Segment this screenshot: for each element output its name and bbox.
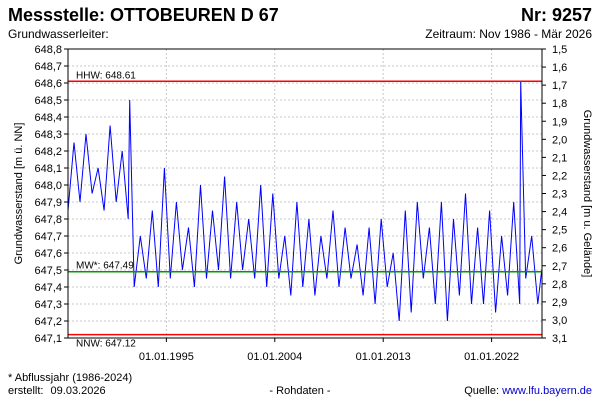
y-axis-label-right: Grundwasserstand [m u. Gelände] [581, 110, 593, 278]
y-tick-label-left: 647,4 [34, 282, 62, 294]
y-tick-label-left: 648,5 [34, 95, 62, 107]
y-tick-label-left: 648,6 [34, 78, 62, 90]
period-label: Zeitraum: Nov 1986 - Mär 2026 [425, 27, 592, 41]
y-tick-label-left: 648,7 [34, 61, 62, 73]
footnote: * Abflussjahr (1986-2024) [8, 372, 133, 384]
y-tick-label-right: 2,7 [552, 261, 567, 273]
y-tick-label-left: 648,0 [34, 180, 62, 192]
reference-label-mean: MW*: 647.49 [76, 261, 134, 272]
x-tick-label: 01.01.1995 [139, 351, 194, 363]
reference-lines: HHW: 648.61 MW*: 647.49 NNW: 647.12 [68, 70, 542, 350]
y-tick-label-right: 1,8 [552, 98, 567, 110]
y-tick-label-right: 2,4 [552, 207, 567, 219]
page-title: Messstelle: OTTOBEUREN D 67 [8, 5, 279, 25]
y-tick-label-left: 648,3 [34, 129, 62, 141]
y-tick-label-right: 1,9 [552, 116, 567, 128]
y-tick-label-right: 2,1 [552, 152, 567, 164]
reference-label-min: NNW: 647.12 [76, 339, 136, 350]
y-tick-label-right: 2,9 [552, 297, 567, 309]
y-tick-label-right: 2,3 [552, 189, 567, 201]
y-tick-label-right: 2,6 [552, 243, 567, 255]
y-tick-label-left: 648,4 [34, 112, 62, 124]
axis-ticks: 647,1 647,2 647,3 647,4 647,5 647,6 647,7 647,8… [34, 44, 567, 363]
x-tick-label: 01.01.2022 [464, 351, 519, 363]
y-tick-label-left: 647,9 [34, 197, 62, 209]
source-info: Quelle: www.lfu.bayern.de [464, 385, 592, 397]
created-info: erstellt: 09.03.2026 [8, 385, 110, 397]
y-tick-label-left: 648,8 [34, 44, 62, 56]
x-tick-label: 01.01.2013 [356, 351, 411, 363]
station-number: Nr: 9257 [520, 5, 592, 25]
reference-label-max: HHW: 648.61 [76, 70, 136, 81]
y-tick-label-right: 2,2 [552, 170, 567, 182]
source-label: Quelle: [464, 385, 500, 397]
y-tick-label-left: 647,6 [34, 248, 62, 260]
x-tick-label: 01.01.2004 [247, 351, 302, 363]
y-tick-label-left: 647,7 [34, 231, 62, 243]
y-tick-label-right: 2,8 [552, 279, 567, 291]
y-tick-label-right: 1,5 [552, 44, 567, 56]
y-tick-label-left: 648,2 [34, 146, 62, 158]
created-date: 09.03.2026 [50, 385, 106, 397]
y-tick-label-left: 647,3 [34, 299, 62, 311]
y-tick-label-right: 2,0 [552, 134, 567, 146]
series-group [67, 81, 543, 322]
y-tick-label-left: 647,1 [34, 333, 62, 345]
y-axis-label-left: Grundwasserstand [m ü. NN] [13, 123, 25, 265]
y-tick-label-right: 3,0 [552, 315, 567, 327]
created-label: erstellt: [8, 385, 44, 397]
y-tick-label-right: 3,1 [552, 333, 567, 345]
y-tick-label-left: 647,5 [34, 265, 62, 277]
aquifer-label: Grundwasserleiter: [8, 27, 109, 41]
y-tick-label-left: 648,1 [34, 163, 62, 175]
raw-data-label: - Rohdaten - [269, 385, 331, 397]
y-tick-label-left: 647,2 [34, 316, 62, 328]
y-tick-label-right: 1,7 [552, 80, 567, 92]
y-tick-label-right: 1,6 [552, 62, 567, 74]
y-tick-label-left: 647,8 [34, 214, 62, 226]
y-tick-label-right: 2,5 [552, 225, 567, 237]
groundwater-level-line [67, 81, 543, 322]
source-link[interactable]: www.lfu.bayern.de [502, 385, 592, 397]
